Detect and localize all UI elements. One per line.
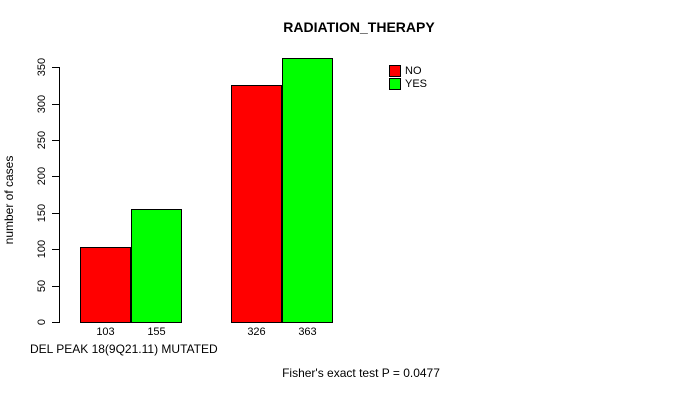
legend-item: NO (389, 65, 427, 77)
bar (231, 84, 282, 323)
legend-label: YES (405, 78, 428, 90)
y-tick-label: 250 (36, 130, 48, 150)
pvalue-annotation: Fisher's exact test P = 0.0477 (282, 366, 440, 380)
y-tick-label: 0 (36, 318, 48, 326)
y-tick-label: 300 (36, 94, 48, 113)
legend-swatch (389, 65, 401, 77)
bar-value-label: 155 (147, 326, 166, 338)
bar (80, 247, 131, 323)
bar-value-label: 103 (96, 326, 115, 338)
chart-title: RADIATION_THERAPY (283, 19, 435, 35)
y-tick (52, 140, 59, 141)
y-tick-label: 100 (36, 240, 48, 259)
y-tick-label: 50 (36, 279, 48, 292)
y-tick-label: 200 (36, 167, 48, 186)
y-tick (52, 212, 59, 214)
bar-value-label: 326 (247, 326, 266, 338)
bar (131, 209, 182, 323)
y-axis-line (59, 67, 60, 323)
legend-label: NO (405, 65, 422, 77)
y-tick (52, 103, 59, 105)
x-axis-label: DEL PEAK 18(9Q21.11) MUTATED (30, 342, 218, 356)
bar-value-label: 363 (298, 326, 317, 338)
legend-swatch (389, 78, 401, 90)
y-tick (52, 322, 59, 323)
bar (282, 57, 333, 323)
y-tick (52, 176, 59, 178)
legend: NO YES (389, 65, 427, 91)
legend-item: YES (389, 78, 427, 90)
y-axis-label: number of cases (2, 155, 16, 245)
y-tick-label: 350 (36, 58, 48, 77)
y-tick (52, 285, 59, 287)
y-tick (52, 249, 59, 251)
y-tick (52, 67, 59, 69)
y-tick-label: 150 (36, 203, 48, 222)
